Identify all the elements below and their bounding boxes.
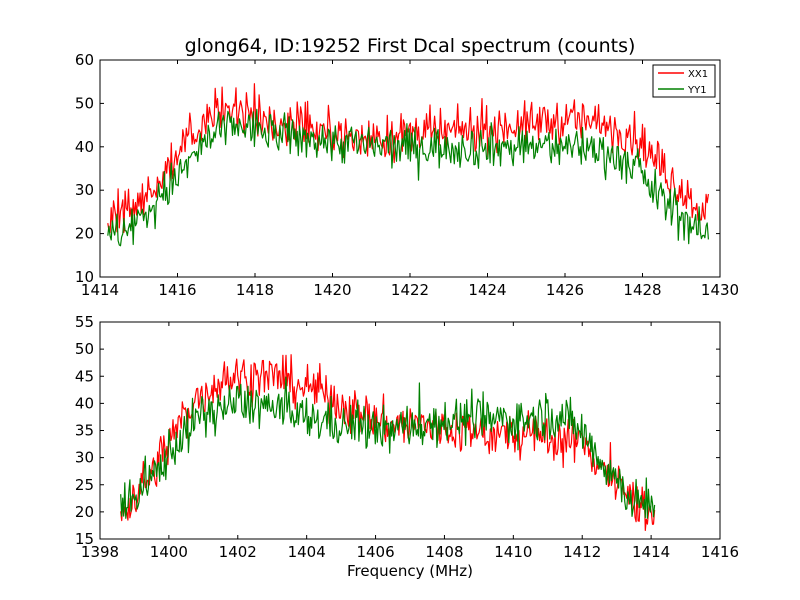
x-tick-label: 1410 <box>494 543 532 561</box>
x-tick-label: 1414 <box>81 281 119 299</box>
chart-title: glong64, ID:19252 First Dcal spectrum (c… <box>185 35 636 57</box>
legend-label-xx1: XX1 <box>688 69 708 80</box>
x-tick-label: 1418 <box>236 281 274 299</box>
y-tick-label: 35 <box>75 422 94 440</box>
x-tick-label: 1416 <box>701 543 739 561</box>
y-tick-label: 40 <box>75 394 94 412</box>
y-tick-label: 20 <box>75 503 94 521</box>
series-line-xx1 <box>107 83 709 234</box>
series-group-top <box>107 83 709 247</box>
x-tick-label: 1428 <box>623 281 661 299</box>
axes-frame-top <box>99 59 721 278</box>
x-tick-label: 1424 <box>468 281 506 299</box>
series-line-yy1 <box>107 108 709 247</box>
legend-label-yy1: YY1 <box>687 85 707 96</box>
y-tick-label: 25 <box>75 476 94 494</box>
y-tick-label: 50 <box>75 340 94 358</box>
x-tick-label: 1402 <box>219 543 257 561</box>
x-tick-label: 1414 <box>632 543 670 561</box>
x-tick-label: 1426 <box>546 281 584 299</box>
legend-box <box>652 64 716 98</box>
y-tick-label: 30 <box>75 181 94 199</box>
y-tick-label: 15 <box>75 530 94 548</box>
y-tick-label: 60 <box>75 51 94 69</box>
y-tick-label: 40 <box>75 138 94 156</box>
x-tick-label: 1406 <box>356 543 394 561</box>
axes-frame-bottom <box>99 321 721 540</box>
y-tick-label: 20 <box>75 225 94 243</box>
x-tick-label: 1398 <box>81 543 119 561</box>
y-tick-label: 55 <box>75 313 94 331</box>
legend: XX1 YY1 <box>652 64 716 98</box>
y-tick-label: 30 <box>75 449 94 467</box>
y-tick-label: 10 <box>75 268 94 286</box>
series-group-bottom <box>120 354 656 531</box>
x-tick-label: 1430 <box>701 281 739 299</box>
series-line-yy1 <box>120 376 656 519</box>
series-line-xx1 <box>120 354 656 531</box>
x-tick-label: 1404 <box>288 543 326 561</box>
ticks-top: 1414 1416 1418 1420 1422 1424 1426 1428 1430 10 20… <box>75 51 739 299</box>
x-tick-label: 1416 <box>158 281 196 299</box>
x-tick-label: 1422 <box>391 281 429 299</box>
x-tick-label: 1412 <box>563 543 601 561</box>
y-tick-label: 50 <box>75 94 94 112</box>
x-tick-label: 1420 <box>313 281 351 299</box>
x-tick-label: 1408 <box>425 543 463 561</box>
y-tick-label: 45 <box>75 367 94 385</box>
panel-bottom: 1398 1400 1402 1404 1406 1408 1410 1412 1414 1416… <box>75 313 739 561</box>
x-axis-label: Frequency (MHz) <box>347 562 473 580</box>
x-tick-label: 1400 <box>150 543 188 561</box>
panel-top: 1414 1416 1418 1420 1422 1424 1426 1428 1430 10 20… <box>75 51 739 299</box>
